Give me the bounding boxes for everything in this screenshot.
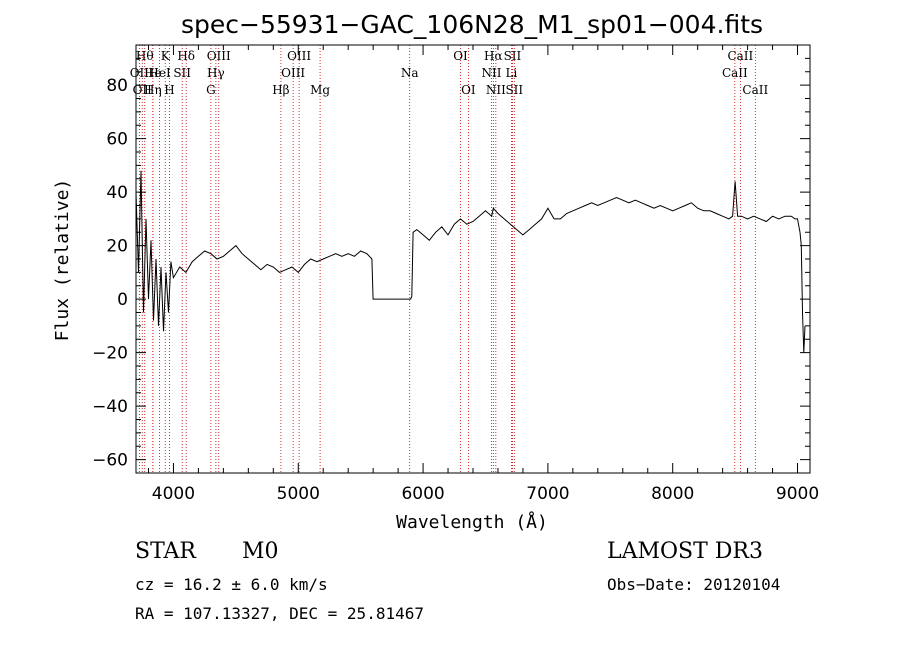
x-tick-label: 4000 (152, 484, 195, 504)
x-tick-label: 8000 (651, 484, 694, 504)
y-tick-label: −20 (92, 344, 128, 364)
x-tick-label: 6000 (401, 484, 444, 504)
line-label: G (206, 83, 216, 97)
object-subclass: M0 (242, 539, 279, 564)
survey-name: LAMOST DR3 (607, 539, 763, 564)
x-tick-label: 5000 (277, 484, 320, 504)
line-label: OII (130, 66, 150, 80)
line-label: OIII (287, 49, 311, 63)
line-label: Li (506, 66, 518, 80)
line-label: SII (505, 83, 523, 97)
line-label: CaII (722, 66, 748, 80)
line-label: Hα (484, 49, 503, 63)
line-label: OI (461, 83, 476, 97)
y-tick-label: 20 (106, 237, 128, 257)
line-label: Na (401, 66, 419, 80)
line-label: Hθ (136, 49, 154, 63)
y-tick-label: 40 (106, 183, 128, 203)
line-label: K (161, 49, 171, 63)
object-class: STAR (135, 539, 197, 564)
line-label: SII (173, 66, 191, 80)
y-tick-label: 80 (106, 76, 128, 96)
line-label: CaII (727, 49, 753, 63)
spectral-line-labels: OII OII Hθ He Hη HeI K H SII Hδ G Hγ OIII Hβ OIII OIII M… (130, 49, 769, 97)
spectral-line-markers (138, 45, 756, 473)
line-label: OIII (207, 49, 231, 63)
line-label: Mg (310, 83, 330, 97)
line-label: SII (504, 49, 522, 63)
line-label: Hγ (207, 66, 225, 80)
y-axis-label: Flux (relative) (52, 179, 73, 342)
line-label: OI (453, 49, 468, 63)
line-label: Hη (144, 83, 162, 97)
line-label: He (144, 66, 162, 80)
line-label: Hδ (177, 49, 195, 63)
y-tick-label: −60 (92, 451, 128, 471)
line-label: Hβ (272, 83, 289, 97)
x-axis-label: Wavelength (Å) (396, 511, 548, 533)
redshift-cz: cz = 16.2 ± 6.0 km/s (135, 575, 328, 594)
line-label: OII (133, 83, 153, 97)
y-tick-label: 60 (106, 130, 128, 150)
x-tick-label: 7000 (526, 484, 569, 504)
flux-series-line (135, 170, 806, 353)
line-label: NII (486, 83, 506, 97)
y-axis-ticks: −60 −40 −20 0 20 40 60 80 (92, 57, 810, 471)
plot-frame (135, 44, 811, 474)
line-label: HeI (148, 66, 171, 80)
x-tick-label: 9000 (776, 484, 819, 504)
ra-dec: RA = 107.13327, DEC = 25.81467 (135, 604, 424, 623)
y-tick-label: −40 (92, 397, 128, 417)
line-label: NII (481, 66, 501, 80)
line-label: CaII (742, 83, 768, 97)
chart-title: spec−55931−GAC_106N28_M1_sp01−004.fits (181, 10, 763, 39)
observation-date: Obs−Date: 20120104 (607, 575, 780, 594)
y-tick-label: 0 (117, 290, 128, 310)
x-axis-ticks: 4000 5000 6000 7000 8000 9000 (147, 45, 819, 504)
line-label: OIII (281, 66, 305, 80)
line-label: H (164, 83, 174, 97)
